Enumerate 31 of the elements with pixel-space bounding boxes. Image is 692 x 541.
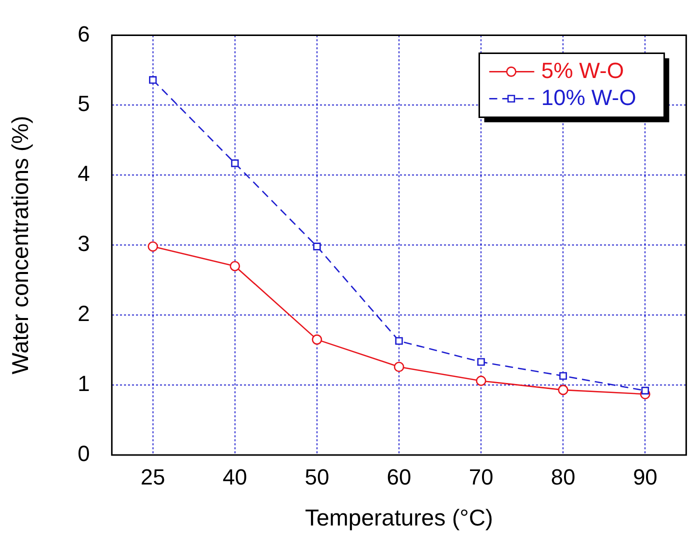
point <box>641 386 650 394</box>
y-axis-title: Water concentrations (%) <box>7 116 34 374</box>
y-tick-label: 0 <box>78 441 90 466</box>
point <box>231 159 239 168</box>
point <box>148 241 158 252</box>
y-tick-label: 2 <box>78 301 90 326</box>
x-tick-label: 60 <box>386 464 412 490</box>
x-tick-label: 40 <box>222 464 248 490</box>
point <box>477 358 485 366</box>
y-tick-label: 1 <box>78 371 90 396</box>
x-tick-label: 25 <box>140 464 166 490</box>
legend-label: 5% W-O <box>541 58 624 83</box>
point <box>149 76 157 84</box>
point <box>312 334 322 345</box>
y-tick-label: 3 <box>78 231 90 256</box>
x-axis-title: Temperatures (°C) <box>304 504 494 531</box>
x-tick-label: 70 <box>468 464 494 490</box>
point <box>476 376 486 386</box>
point <box>559 372 567 380</box>
y-tick-label: 6 <box>78 21 90 46</box>
legend-label: 10% W-O <box>541 84 636 110</box>
y-tick-label: 5 <box>78 91 90 116</box>
point <box>313 242 321 250</box>
point <box>395 337 403 345</box>
point <box>558 384 568 396</box>
point <box>230 260 240 272</box>
x-tick-label: 50 <box>304 464 330 490</box>
point <box>394 362 404 372</box>
x-tick-label: 90 <box>632 464 658 490</box>
y-tick-label: 4 <box>78 161 90 186</box>
x-tick-label: 80 <box>550 464 576 490</box>
